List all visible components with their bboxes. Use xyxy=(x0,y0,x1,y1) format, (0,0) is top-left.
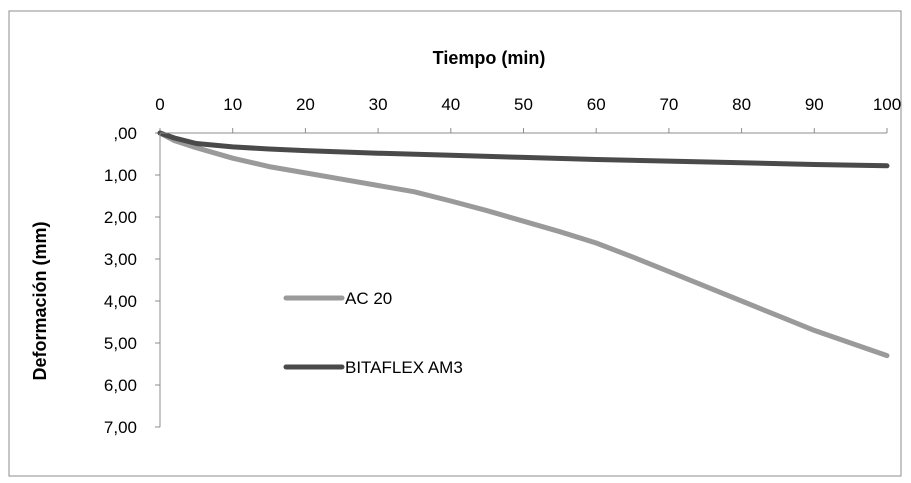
series-layer xyxy=(157,130,890,359)
x-tick-label: 10 xyxy=(223,95,242,114)
y-tick-label: ,00 xyxy=(113,124,137,143)
x-tick-label: 40 xyxy=(441,95,460,114)
y-tick-label: 6,00 xyxy=(104,376,137,395)
x-tick-label: 50 xyxy=(514,95,533,114)
series-line-1 xyxy=(157,130,890,169)
x-tick-label: 0 xyxy=(155,95,164,114)
y-tick-label: 2,00 xyxy=(104,208,137,227)
x-tick-label: 20 xyxy=(296,95,315,114)
x-tick-label: 60 xyxy=(587,95,606,114)
x-tick-label: 30 xyxy=(369,95,388,114)
legend-label: BITAFLEX AM3 xyxy=(345,358,463,377)
x-tick-label: 90 xyxy=(805,95,824,114)
x-tick-label: 80 xyxy=(732,95,751,114)
y-tick-label: 1,00 xyxy=(104,166,137,185)
series-line-0 xyxy=(157,130,890,359)
y-tick-label: 4,00 xyxy=(104,292,137,311)
x-axis-title: Tiempo (min) xyxy=(433,48,546,68)
x-tick-label: 70 xyxy=(659,95,678,114)
y-tick-label: 5,00 xyxy=(104,334,137,353)
y-tick-label: 3,00 xyxy=(104,250,137,269)
x-tick-label: 100 xyxy=(873,95,901,114)
ticks-layer: 0 10 20 30 40 50 60 70 80 90 100 ,00 1,00 2,00 3,00 4,0… xyxy=(104,95,901,437)
legend-label: AC 20 xyxy=(345,289,392,308)
axes-layer xyxy=(159,132,887,427)
y-tick-label: 7,00 xyxy=(104,418,137,437)
y-axis-title: Deformación (mm) xyxy=(30,221,50,380)
legend: AC 20 BITAFLEX AM3 xyxy=(283,289,463,377)
chart-border xyxy=(8,10,902,477)
